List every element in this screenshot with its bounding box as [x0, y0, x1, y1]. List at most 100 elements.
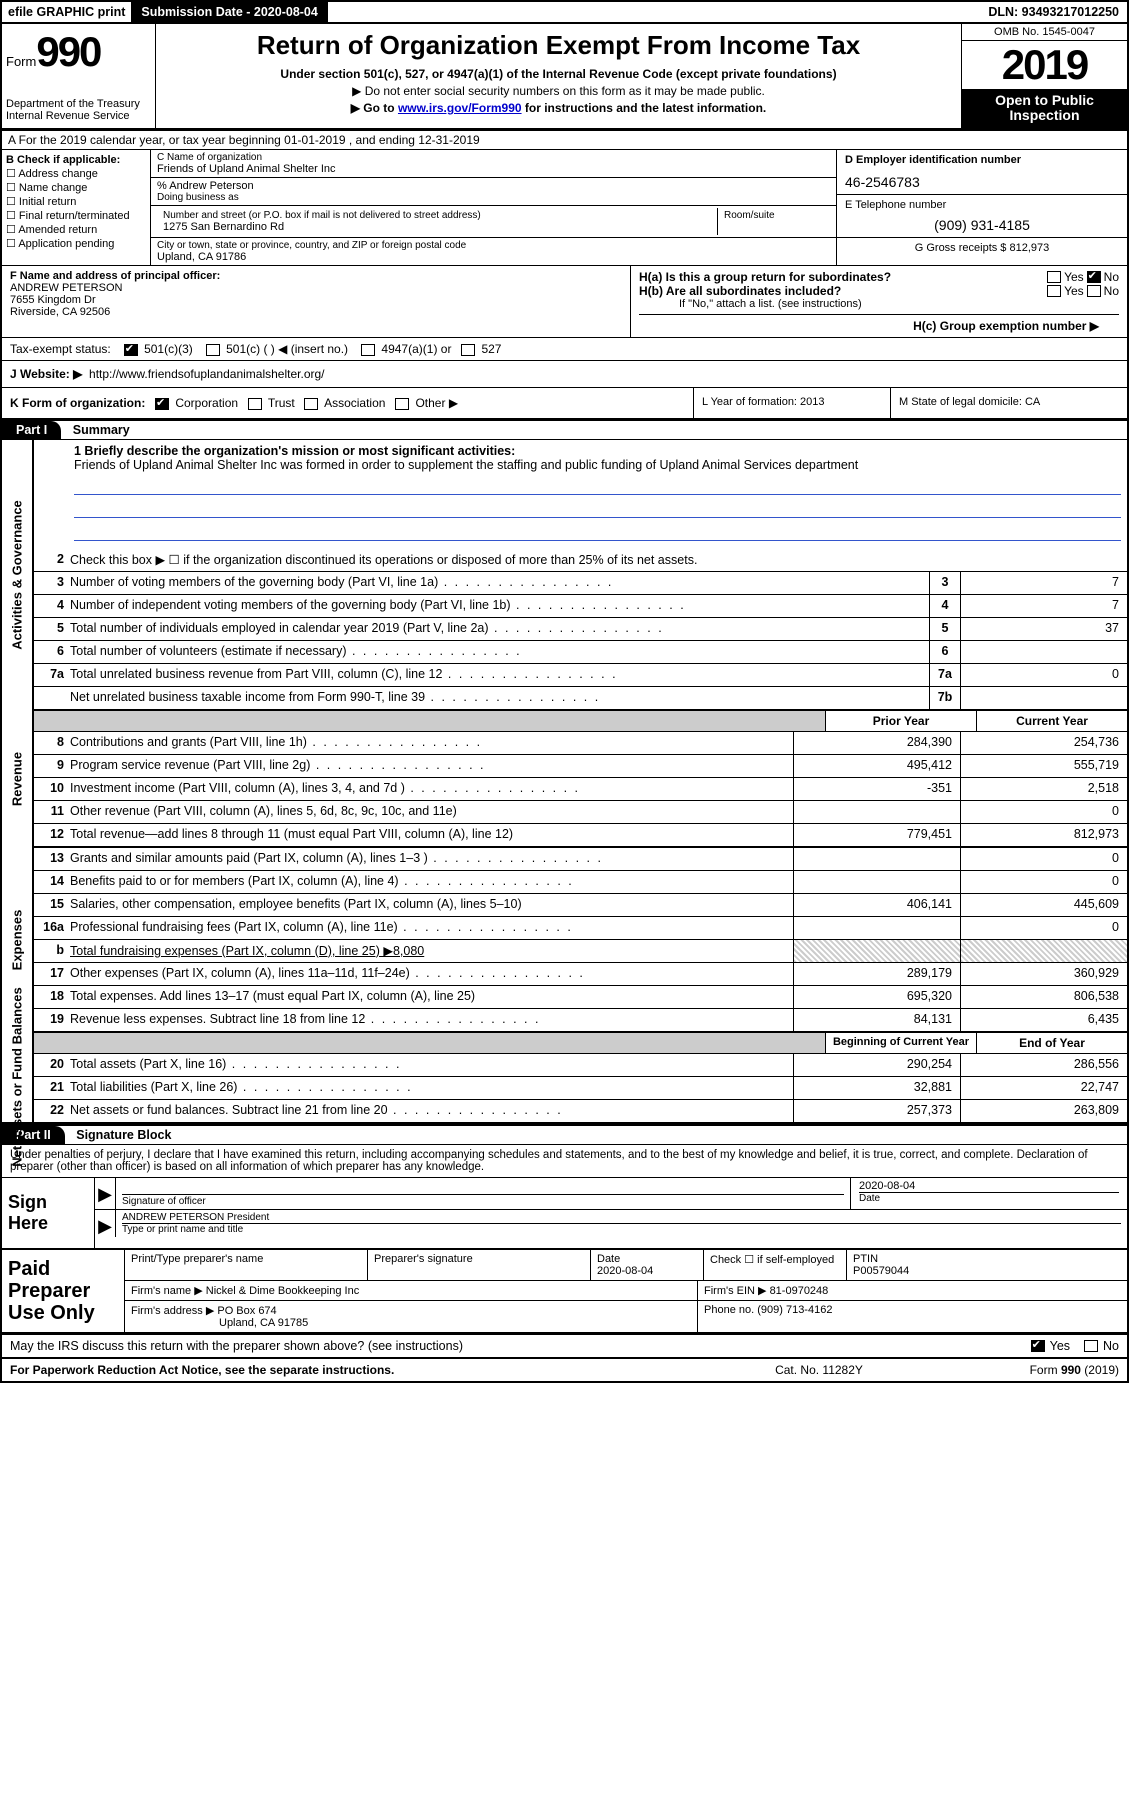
chk-name[interactable]: Name change	[19, 182, 88, 194]
discuss-yes[interactable]	[1031, 1340, 1045, 1352]
val-3: 7	[960, 572, 1127, 594]
line-8: Contributions and grants (Part VIII, lin…	[70, 732, 793, 754]
cy-12: 812,973	[960, 824, 1127, 846]
top-bar: efile GRAPHIC print Submission Date - 20…	[2, 2, 1127, 24]
py-15: 406,141	[793, 894, 960, 916]
cy-8: 254,736	[960, 732, 1127, 754]
py-19: 84,131	[793, 1009, 960, 1031]
line-10: Investment income (Part VIII, column (A)…	[70, 778, 793, 800]
cy-19: 6,435	[960, 1009, 1127, 1031]
val-5: 37	[960, 618, 1127, 640]
py-21: 32,881	[793, 1077, 960, 1099]
hb-no[interactable]	[1087, 285, 1101, 297]
chk-amended[interactable]: Amended return	[18, 224, 97, 236]
mission-line	[74, 476, 1121, 495]
rev-spacer	[34, 711, 825, 731]
paid-preparer-lbl: Paid Preparer Use Only	[2, 1250, 125, 1332]
py-12: 779,451	[793, 824, 960, 846]
line-5: Total number of individuals employed in …	[70, 618, 929, 640]
line-21: Total liabilities (Part X, line 26)	[70, 1077, 793, 1099]
mission-lbl: 1 Briefly describe the organization's mi…	[74, 444, 515, 458]
line-17: Other expenses (Part IX, column (A), lin…	[70, 963, 793, 985]
discuss-no[interactable]	[1084, 1340, 1098, 1352]
col-b-checkboxes: B Check if applicable: ☐ Address change …	[2, 150, 151, 265]
otp-1: Open to Public	[995, 92, 1094, 108]
sign-here-lbl: Sign Here	[2, 1178, 95, 1248]
chk-pending[interactable]: Application pending	[18, 238, 114, 250]
firm-ein-lbl: Firm's EIN ▶	[704, 1285, 767, 1297]
ein: 46-2546783	[845, 174, 1119, 190]
chk-final[interactable]: Final return/terminated	[19, 210, 130, 222]
k-trust[interactable]	[248, 398, 262, 410]
hb-yes[interactable]	[1047, 285, 1061, 297]
efile-label[interactable]: efile GRAPHIC print	[2, 3, 131, 21]
prior-year-hdr: Prior Year	[825, 711, 976, 731]
k-corp[interactable]	[155, 398, 169, 410]
f-lbl: F Name and address of principal officer:	[10, 270, 220, 282]
cy-15: 445,609	[960, 894, 1127, 916]
k-other[interactable]	[395, 398, 409, 410]
prep-name-h: Print/Type preparer's name	[125, 1250, 368, 1280]
cy-11: 0	[960, 801, 1127, 823]
hc-lbl: H(c) Group exemption number ▶	[913, 319, 1099, 333]
ha-yes[interactable]	[1047, 271, 1061, 283]
form-word: Form	[6, 54, 36, 69]
paperwork-notice: For Paperwork Reduction Act Notice, see …	[10, 1363, 719, 1377]
omb-number: OMB No. 1545-0047	[962, 24, 1127, 41]
b-title: B Check if applicable:	[6, 154, 120, 166]
mission-line	[74, 522, 1121, 541]
tax-year: 2019	[962, 41, 1127, 89]
line-20: Total assets (Part X, line 16)	[70, 1054, 793, 1076]
goto-pre: ▶ Go to	[351, 101, 398, 115]
mission-line	[74, 499, 1121, 518]
i-527[interactable]	[461, 344, 475, 356]
prep-sig-h: Preparer's signature	[368, 1250, 591, 1280]
chk-address[interactable]: Address change	[18, 168, 98, 180]
py-20: 290,254	[793, 1054, 960, 1076]
goto-post: for instructions and the latest informat…	[522, 101, 767, 115]
k-assoc[interactable]	[304, 398, 318, 410]
dln: DLN: 93493217012250	[980, 3, 1127, 21]
cy-16b	[960, 940, 1127, 962]
val-7b	[960, 687, 1127, 709]
boy-hdr: Beginning of Current Year	[825, 1033, 976, 1053]
prep-date-h: Date	[597, 1253, 620, 1265]
irs-link[interactable]: www.irs.gov/Form990	[398, 101, 522, 115]
cy-18: 806,538	[960, 986, 1127, 1008]
firm-phone: (909) 713-4162	[757, 1304, 832, 1316]
side-rev: Revenue	[10, 752, 25, 806]
arrow-icon: ▶	[95, 1210, 115, 1237]
i-501c3[interactable]	[124, 344, 138, 356]
city: Upland, CA 91786	[157, 251, 830, 263]
prep-date: 2020-08-04	[597, 1265, 653, 1277]
phone-lbl: E Telephone number	[845, 199, 946, 211]
cy-21: 22,747	[960, 1077, 1127, 1099]
side-ag: Activities & Governance	[10, 501, 25, 651]
part2-title: Signature Block	[68, 1126, 171, 1144]
ha-no[interactable]	[1087, 271, 1101, 283]
line-22: Net assets or fund balances. Subtract li…	[70, 1100, 793, 1122]
officer-printed: ANDREW PETERSON President	[122, 1212, 1121, 1223]
line-15: Salaries, other compensation, employee b…	[70, 894, 793, 916]
website-url[interactable]: http://www.friendsofuplandanimalshelter.…	[89, 367, 324, 381]
street-lbl: Number and street (or P.O. box if mail i…	[163, 210, 711, 221]
side-exp: Expenses	[10, 910, 25, 971]
j-lbl: J Website: ▶	[10, 367, 82, 381]
sig-intro: Under penalties of perjury, I declare th…	[2, 1145, 1127, 1178]
firm-phone-lbl: Phone no.	[704, 1304, 754, 1316]
cy-16a: 0	[960, 917, 1127, 939]
line-16a: Professional fundraising fees (Part IX, …	[70, 917, 793, 939]
self-emp[interactable]: Check ☐ if self-employed	[704, 1250, 847, 1280]
part1-title: Summary	[65, 421, 130, 439]
form-title: Return of Organization Exempt From Incom…	[162, 30, 955, 61]
line-7b: Net unrelated business taxable income fr…	[70, 687, 929, 709]
line-9: Program service revenue (Part VIII, line…	[70, 755, 793, 777]
line-19: Revenue less expenses. Subtract line 18 …	[70, 1009, 793, 1031]
chk-initial[interactable]: Initial return	[19, 196, 76, 208]
subtitle-2: ▶ Do not enter social security numbers o…	[162, 84, 955, 98]
cy-22: 263,809	[960, 1100, 1127, 1122]
i-4947[interactable]	[361, 344, 375, 356]
i-501c[interactable]	[206, 344, 220, 356]
py-8: 284,390	[793, 732, 960, 754]
cy-14: 0	[960, 871, 1127, 893]
